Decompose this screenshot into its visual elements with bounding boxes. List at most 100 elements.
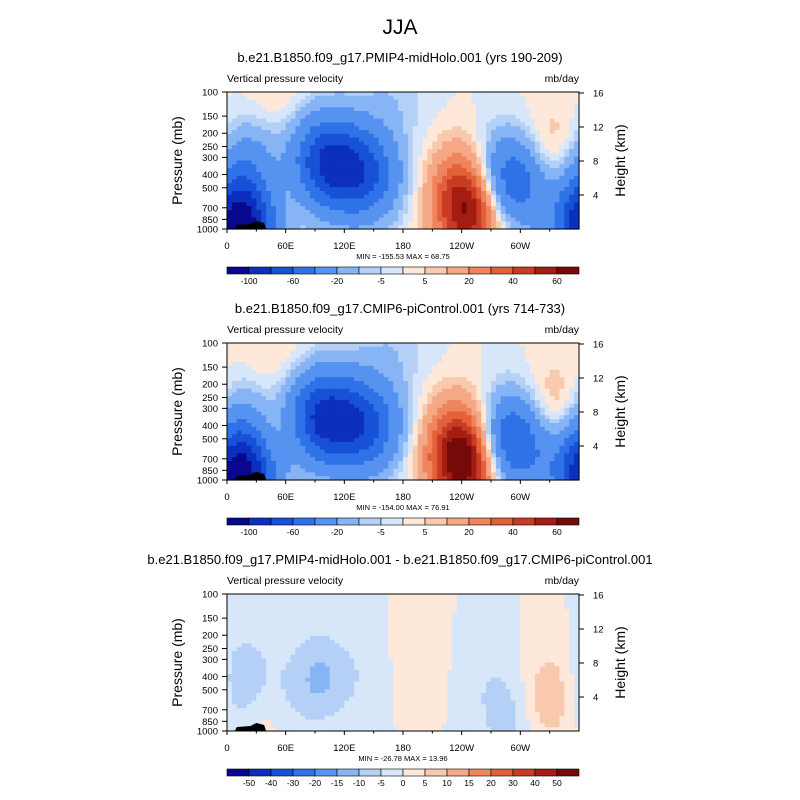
- field-cell: [515, 179, 521, 184]
- field-cell: [295, 464, 301, 470]
- colorbar-label: -60: [287, 276, 300, 286]
- field-cell: [241, 198, 248, 203]
- field-cell: [398, 400, 404, 405]
- field-cell: [246, 194, 253, 200]
- field-cell: [261, 160, 267, 165]
- field-cell: [510, 350, 517, 356]
- field-cell: [256, 434, 262, 439]
- field-cell: [456, 430, 463, 435]
- field-cell: [495, 392, 502, 397]
- field-cell: [471, 377, 477, 382]
- field-cell: [266, 213, 272, 219]
- field-cell: [481, 343, 487, 348]
- field-cell: [236, 152, 243, 158]
- field-cell: [344, 156, 350, 162]
- field-cell: [417, 362, 424, 367]
- field-cell: [368, 152, 375, 158]
- field-cell: [398, 160, 404, 165]
- field-cell: [525, 168, 531, 173]
- field-cell: [544, 388, 551, 394]
- field-cell: [344, 190, 350, 196]
- field-cell: [466, 190, 473, 196]
- field-cell: [491, 350, 497, 356]
- field-cell: [407, 453, 414, 458]
- field-cell: [285, 392, 292, 397]
- field-cell: [437, 213, 443, 219]
- field-cell: [437, 202, 443, 207]
- field-cell: [486, 343, 492, 348]
- field-cell: [349, 141, 355, 146]
- field-cell: [305, 407, 311, 413]
- field-cell: [510, 434, 517, 439]
- colorbar-label: 40: [508, 276, 518, 286]
- field-cell: [471, 99, 477, 105]
- field-cell: [417, 422, 424, 428]
- field-cell: [295, 194, 301, 200]
- field-cell: [564, 346, 570, 352]
- field-cell: [451, 145, 458, 150]
- field-cell: [525, 114, 531, 120]
- field-cell: [486, 384, 492, 390]
- field-cell: [290, 434, 297, 439]
- field-cell: [461, 396, 468, 401]
- field-cell: [290, 175, 297, 181]
- field-cell: [378, 217, 385, 222]
- field-cell: [535, 430, 541, 435]
- field-cell: [295, 350, 301, 356]
- field-cell: [500, 377, 507, 382]
- field-cell: [471, 221, 477, 226]
- field-cell: [354, 194, 360, 200]
- field-cell: [466, 198, 473, 203]
- field-cell: [359, 152, 365, 158]
- field-cell: [500, 187, 507, 192]
- field-cell: [295, 107, 301, 112]
- field-cell: [520, 171, 526, 177]
- field-cell: [339, 369, 345, 375]
- field-cell: [310, 107, 316, 112]
- field-cell: [539, 202, 546, 207]
- field-cell: [559, 133, 565, 139]
- field-cell: [388, 441, 394, 447]
- field-cell: [500, 103, 507, 108]
- field-cell: [549, 225, 556, 230]
- field-cell: [261, 206, 267, 211]
- field-cell: [549, 122, 556, 127]
- field-cell: [525, 133, 531, 139]
- field-cell: [231, 156, 238, 162]
- field-cell: [359, 183, 365, 188]
- field-cell: [344, 107, 350, 112]
- field-cell: [373, 99, 380, 105]
- field-cell: [398, 118, 404, 124]
- field-cell: [319, 362, 326, 367]
- field-cell: [481, 426, 487, 432]
- field-cell: [241, 365, 248, 371]
- field-cell: [266, 381, 272, 386]
- field-cell: [451, 449, 458, 454]
- field-cell: [339, 126, 345, 131]
- field-cell: [520, 95, 526, 101]
- field-cell: [442, 175, 448, 181]
- field-cell: [525, 156, 531, 162]
- field-cell: [491, 441, 497, 447]
- field-cell: [495, 206, 502, 211]
- field-cell: [407, 381, 414, 386]
- field-cell: [251, 373, 257, 378]
- field-cell: [539, 149, 546, 154]
- field-cell: [417, 225, 424, 230]
- field-cell: [363, 160, 370, 165]
- field-cell: [471, 111, 477, 116]
- field-cell: [491, 217, 497, 222]
- field-cell: [271, 133, 277, 139]
- field-cell: [403, 441, 409, 447]
- field-cell: [486, 187, 492, 192]
- field-cell: [241, 457, 248, 462]
- field-cell: [290, 422, 297, 428]
- field-cell: [236, 209, 243, 215]
- field-cell: [388, 460, 394, 466]
- field-cell: [315, 95, 321, 101]
- field-cell: [515, 346, 521, 352]
- field-cell: [261, 415, 267, 420]
- field-cell: [569, 137, 575, 143]
- field-cell: [324, 145, 331, 150]
- field-cell: [476, 350, 482, 356]
